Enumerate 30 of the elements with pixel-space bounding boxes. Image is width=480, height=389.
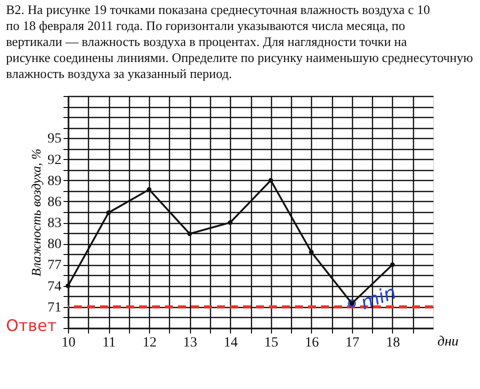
y-tick-label: 71 — [48, 300, 62, 316]
y-axis-title: Влажность воздуха, % — [28, 148, 44, 276]
point — [390, 262, 395, 268]
point — [106, 210, 111, 216]
x-tick-label: 13 — [183, 336, 198, 350]
y-tick-label: 74 — [48, 279, 62, 294]
y-tick-label: 83 — [48, 216, 62, 232]
chart-title: B2. На рисунке 19 точками показана среднесуточная влажность воздуха с 10 по 18 февраля 2011 года. По горизонтали указываются числа месяца, по вертикали — влажность воздуха в процентах. Для наглядности точки на рисунке соединены линиями. Определите по рисунку наименьшую среднесуточную влажность воздуха за указанный период. — [6, 2, 474, 81]
y-tick-label: 89 — [48, 174, 62, 189]
point — [308, 250, 314, 254]
x-tick-label: 17 — [345, 336, 360, 350]
y-tick-label: 92 — [48, 152, 62, 168]
y-tick-label: 95 — [48, 132, 62, 147]
x-tick-label: 16 — [304, 336, 319, 350]
x-tick-label: 18 — [386, 336, 400, 350]
x-tick-label: 12 — [142, 336, 157, 350]
point — [268, 178, 274, 183]
point — [187, 231, 192, 236]
x-tick-label: 14 — [224, 336, 238, 350]
text: Ответ — [6, 316, 57, 335]
x-tick-label: 15 — [264, 336, 278, 350]
point — [66, 283, 70, 288]
y-tick-label: 86 — [48, 194, 62, 210]
y-tick-label: 77 — [48, 258, 62, 274]
x-tick-label: 11 — [102, 336, 116, 350]
annotation: min — [358, 281, 400, 314]
y-tick-label: 80 — [48, 237, 62, 252]
x-tick-label: 10 — [62, 336, 76, 350]
x-axis-title: дни — [438, 334, 459, 350]
point — [228, 220, 233, 225]
